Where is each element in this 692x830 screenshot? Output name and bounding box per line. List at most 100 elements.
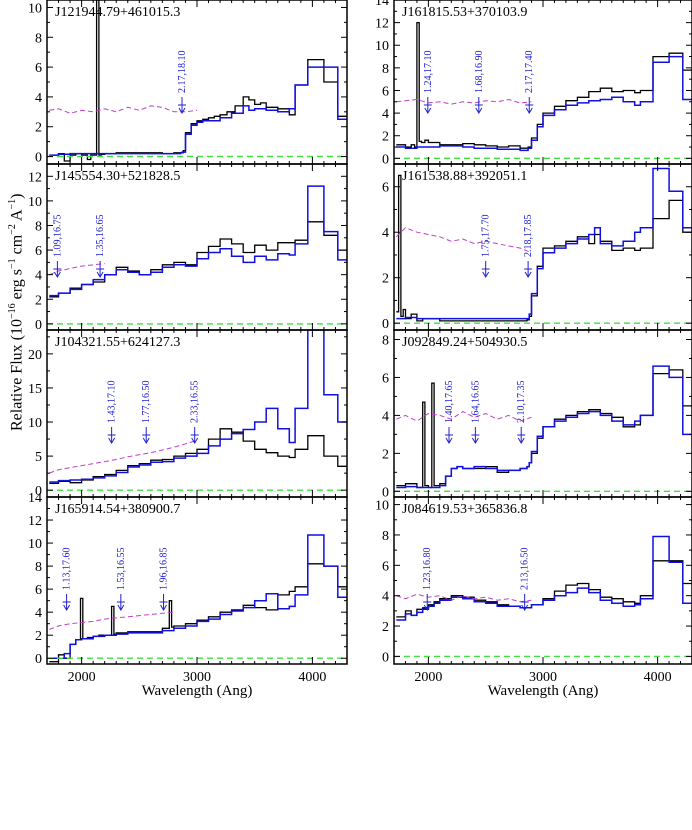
y-tick-label: 14 <box>28 491 42 506</box>
model-series-line <box>396 365 692 489</box>
template-series-line <box>49 611 174 630</box>
spectrum-panel: 0 2 4 6 8 10 12 14 2000 3000 4000 Wavelength (Ang) J… <box>28 491 348 699</box>
arrow-down-icon <box>96 271 104 278</box>
redshift-annotation: 1.40,17.65 <box>444 381 455 424</box>
redshift-annotation: 1.64,16.65 <box>470 380 481 423</box>
y-tick-label: 6 <box>382 84 389 99</box>
redshift-annotation: 1.09,16.75 <box>52 215 63 258</box>
y-tick-label: 2 <box>35 121 42 136</box>
arrow-down-icon <box>117 604 125 611</box>
arrow-down-icon <box>482 271 490 278</box>
y-tick-label: 0 <box>382 152 389 167</box>
panel-frame <box>393 329 692 498</box>
x-tick-label: 3000 <box>183 670 211 685</box>
arrow-down-icon <box>517 437 525 444</box>
y-tick-label: 0 <box>382 317 389 332</box>
y-tick-label: 8 <box>35 31 42 46</box>
spectrum-panel: 0 2 4 6 8 10 12 14 J161815.53+370103.9 1.24,17.10… <box>375 0 692 167</box>
spectrum-panel: 0 2 4 6 J161538.88+392051.1 1.75,17.70 2.18,17… <box>382 163 692 332</box>
panel-frame <box>393 496 692 665</box>
y-tick-label: 10 <box>28 1 42 16</box>
y-tick-label: 2 <box>35 629 42 644</box>
y-tick-label: 0 <box>382 485 389 500</box>
model-series-line <box>49 534 347 659</box>
y-tick-label: 8 <box>382 333 389 348</box>
panel-title: J092849.24+504930.5 <box>402 335 527 350</box>
arrow-down-icon <box>108 437 116 444</box>
y-tick-label: 10 <box>28 195 42 210</box>
arrow-down-icon <box>160 604 167 611</box>
y-tick-label: 2 <box>382 620 389 635</box>
redshift-annotation: 2.33,16.55 <box>190 381 201 424</box>
x-tick-label: 3000 <box>529 670 557 685</box>
y-tick-label: 2 <box>382 272 389 287</box>
observed-series-line <box>396 369 692 489</box>
redshift-annotation: 2.10,17.35 <box>516 381 527 424</box>
y-tick-label: 8 <box>382 62 389 77</box>
y-tick-label: 12 <box>28 514 42 529</box>
arrow-down-icon <box>475 107 483 114</box>
panel-title: J084619.53+365836.8 <box>402 502 527 517</box>
arrow-down-icon <box>471 437 479 444</box>
y-tick-label: 2 <box>35 293 42 308</box>
redshift-annotation: 2.17,17.40 <box>524 51 535 94</box>
spectrum-panel: 0 2 4 6 8 10 J121944.79+461015.3 2.17,18.10 <box>28 0 348 166</box>
panel-frame <box>393 163 692 331</box>
x-tick-label: 4000 <box>298 670 326 685</box>
y-tick-label: 4 <box>382 107 389 122</box>
y-tick-label: 0 <box>35 652 42 667</box>
arrow-down-icon <box>424 107 432 114</box>
observed-series-line <box>49 428 347 485</box>
spectrum-panel: 0 2 4 6 8 10 12 J145554.30+521828.5 1.09,16.75 1.… <box>28 163 348 333</box>
spectrum-panel: 0 2 4 6 8 10 2000 3000 4000 Wavelength (Ang) J0846… <box>375 496 692 699</box>
model-series-line <box>49 66 347 156</box>
y-tick-label: 20 <box>28 348 42 363</box>
y-tick-label: 10 <box>28 416 42 431</box>
y-tick-label: 10 <box>375 39 389 54</box>
template-series-line <box>395 227 532 254</box>
arrow-down-icon <box>63 604 71 611</box>
model-series-line <box>396 167 692 320</box>
panel-frame <box>46 0 348 165</box>
redshift-annotation: 1.43,17.10 <box>107 381 118 424</box>
x-axis-label: Wavelength (Ang) <box>488 683 599 699</box>
y-tick-label: 4 <box>382 226 389 241</box>
arrow-down-icon <box>524 271 532 278</box>
y-tick-label: 4 <box>35 91 42 106</box>
y-tick-label: 6 <box>35 583 42 598</box>
y-tick-label: 12 <box>28 170 42 185</box>
y-tick-label: 6 <box>382 371 389 386</box>
template-series-line <box>49 439 198 474</box>
redshift-annotation: 1.53,16.55 <box>116 548 127 591</box>
y-tick-label: 10 <box>28 537 42 552</box>
observed-series-line <box>396 560 692 618</box>
y-tick-label: 15 <box>28 382 42 397</box>
template-series-line <box>396 411 532 422</box>
y-tick-label: 14 <box>375 0 389 9</box>
y-tick-label: 10 <box>375 499 389 514</box>
x-axis-label: Wavelength (Ang) <box>142 683 253 699</box>
y-tick-label: 4 <box>35 269 42 284</box>
y-tick-label: 8 <box>382 529 389 544</box>
redshift-annotation: 2.13,16.50 <box>520 548 531 591</box>
arrow-down-icon <box>53 271 61 278</box>
y-tick-label: 6 <box>382 559 389 574</box>
panel-title: J165914.54+380900.7 <box>55 502 180 517</box>
model-series-line <box>49 185 347 297</box>
redshift-annotation: 1.35,16.65 <box>95 215 106 258</box>
x-tick-label: 2000 <box>68 670 96 685</box>
template-series-line <box>396 98 532 105</box>
redshift-annotation: 1.96,16.85 <box>159 548 170 591</box>
y-tick-label: 6 <box>382 181 389 196</box>
panel-title: J104321.55+624127.3 <box>55 335 180 350</box>
redshift-annotation: 2.17,18.10 <box>177 51 188 94</box>
y-tick-label: 4 <box>382 409 389 424</box>
arrow-down-icon <box>525 107 533 114</box>
observed-series-line <box>396 21 692 149</box>
y-tick-label: 4 <box>382 590 389 605</box>
y-tick-label: 4 <box>35 606 42 621</box>
redshift-annotation: 1.77,16.50 <box>141 381 152 424</box>
panel-frame <box>393 0 692 165</box>
redshift-annotation: 1.68,16.90 <box>474 50 485 93</box>
